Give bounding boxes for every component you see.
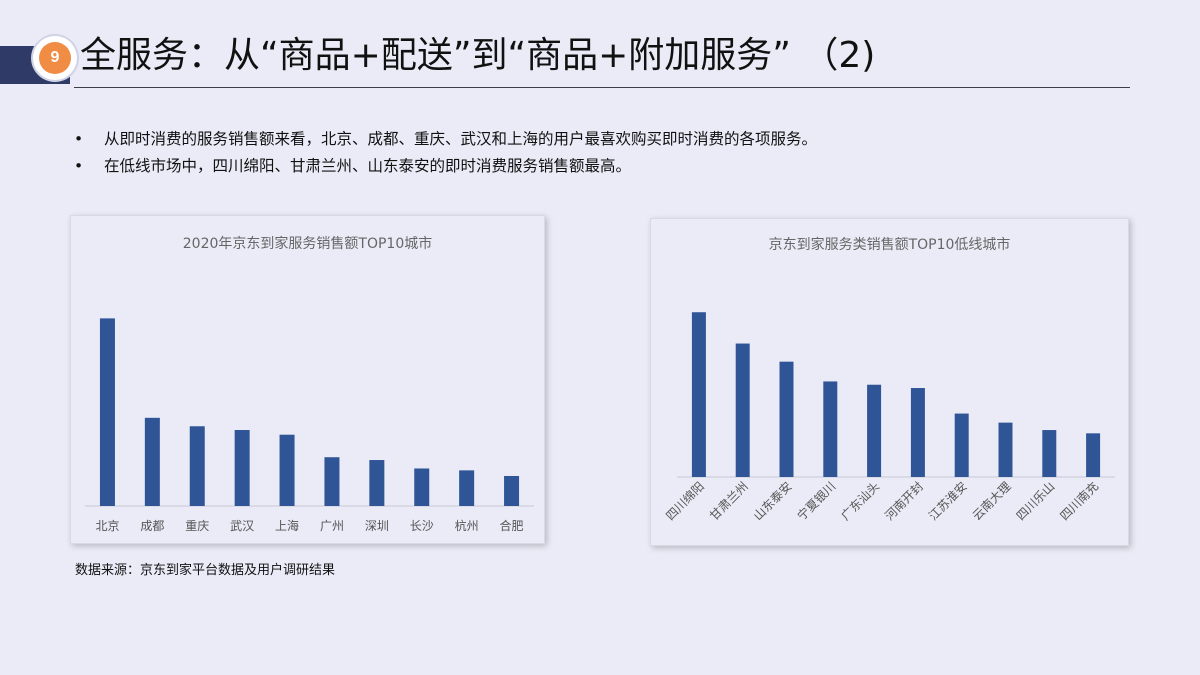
slide-title: 全服务：从“商品+配送”到“商品+附加服务” （2) [80, 35, 876, 76]
x-tick-label: 成都 [140, 519, 164, 533]
bullet-item: • 在低线市场中，四川绵阳、甘肃兰州、山东泰安的即时消费服务销售额最高。 [72, 153, 817, 180]
x-tick-label: 宁夏银川 [794, 479, 839, 524]
bar [324, 457, 340, 506]
bar [867, 384, 882, 477]
bar [99, 318, 115, 506]
x-tick-label: 江苏淮安 [925, 479, 970, 524]
chart-title: 京东到家服务类销售额TOP10低线城市 [769, 236, 1011, 253]
bar [691, 312, 706, 477]
x-tick-label: 云南大理 [969, 479, 1014, 524]
bullet-text: 在低线市场中，四川绵阳、甘肃兰州、山东泰安的即时消费服务销售额最高。 [104, 157, 632, 175]
bullet-list: • 从即时消费的服务销售额来看，北京、成都、重庆、武汉和上海的用户最喜欢购买即时消… [72, 126, 817, 180]
bar [504, 475, 520, 506]
x-tick-label: 四川乐山 [1014, 479, 1058, 523]
x-tick-label: 广东汕头 [838, 479, 882, 523]
x-tick-label: 山东泰安 [750, 479, 795, 524]
bar [279, 434, 295, 506]
slide-number-badge: 9 [33, 36, 77, 80]
x-tick-label: 武汉 [230, 519, 254, 533]
bar [234, 430, 250, 506]
data-source-note: 数据来源：京东到家平台数据及用户调研结果 [75, 563, 336, 578]
bar [910, 388, 925, 477]
top10-lowtier-cities-chart-svg: 京东到家服务类销售额TOP10低线城市四川绵阳 甘肃兰州 山东泰安 宁夏银川 广东汕头河… [663, 236, 1115, 524]
x-tick-label: 长沙 [410, 519, 434, 533]
bar [459, 470, 475, 506]
x-tick-label: 合肥 [500, 518, 524, 533]
bar [144, 417, 160, 506]
x-tick-label: 杭州 [455, 518, 479, 533]
chart-title: 2020年京东到家服务销售额TOP10城市 [183, 235, 432, 252]
bar [823, 381, 838, 477]
bar [1086, 433, 1101, 477]
x-tick-label: 四川绵阳 [663, 479, 707, 523]
bar [735, 343, 750, 477]
slide-number: 9 [39, 42, 71, 74]
bar [1042, 430, 1057, 477]
x-tick-label: 上海 [275, 518, 299, 533]
bullet-dot: • [74, 130, 84, 148]
bar [189, 426, 205, 506]
bar [369, 460, 385, 506]
x-tick-label: 河南开封 [881, 479, 926, 524]
x-tick-label: 广州 [320, 519, 344, 533]
x-tick-label: 甘肃兰州 [707, 479, 751, 523]
top10-cities-chart: 2020年京东到家服务销售额TOP10城市北京 成都 重庆 武汉 上海 广州 深圳 长沙 杭州 合… [70, 215, 545, 544]
x-tick-label: 北京 [95, 519, 119, 533]
bullet-dot: • [74, 157, 84, 175]
bar [779, 361, 794, 477]
x-tick-label: 重庆 [185, 519, 209, 533]
title-divider [74, 87, 1130, 88]
bullet-item: • 从即时消费的服务销售额来看，北京、成都、重庆、武汉和上海的用户最喜欢购买即时消… [72, 126, 817, 153]
x-tick-label: 深圳 [365, 519, 389, 533]
bar [998, 422, 1013, 477]
bar [954, 413, 969, 477]
bullet-text: 从即时消费的服务销售额来看，北京、成都、重庆、武汉和上海的用户最喜欢购买即时消费… [104, 130, 818, 148]
x-tick-label: 四川南充 [1057, 479, 1102, 524]
top10-lowtier-cities-chart: 京东到家服务类销售额TOP10低线城市四川绵阳 甘肃兰州 山东泰安 宁夏银川 广东汕头河… [650, 218, 1129, 546]
bar [414, 468, 430, 506]
